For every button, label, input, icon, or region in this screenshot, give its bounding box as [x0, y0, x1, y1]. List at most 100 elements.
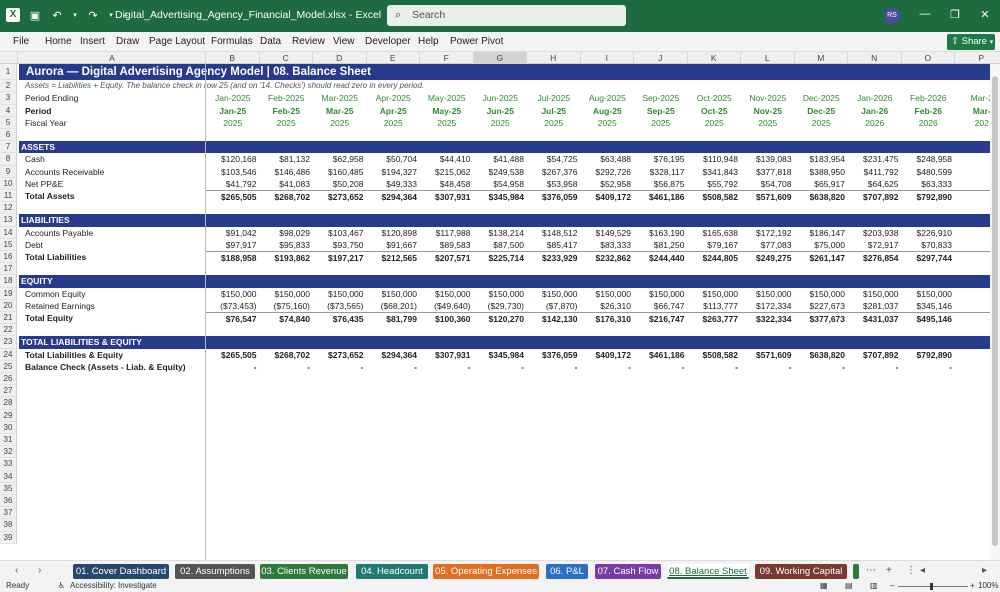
row-header-22[interactable]: 22	[0, 324, 17, 337]
sheet-tab-7[interactable]: 07. Cash Flow	[595, 564, 661, 579]
value-ap[interactable]: $91,042	[225, 227, 257, 238]
value-common-equity[interactable]: $150,000	[595, 288, 631, 299]
value-debt[interactable]: $91,667	[386, 239, 417, 250]
value-ap[interactable]: $120,898	[381, 227, 417, 238]
value-common-equity[interactable]: $150,000	[381, 288, 417, 299]
value-total-equity[interactable]: $142,130	[527, 312, 581, 324]
row-header-33[interactable]: 33	[0, 458, 17, 471]
value-common-equity[interactable]: $150,000	[809, 288, 845, 299]
section-header-total-le[interactable]: TOTAL LIABILITIES & EQUITY	[19, 336, 990, 349]
value-ar[interactable]: $480,599	[916, 166, 952, 177]
period-ending-cell[interactable]: Oct-2025	[696, 93, 732, 104]
value-ppe[interactable]: $65,917	[814, 178, 845, 189]
period-cell[interactable]: Mar-	[972, 105, 991, 116]
value-common-equity[interactable]: $150,000	[916, 288, 952, 299]
label-ar[interactable]: Accounts Receivable	[25, 166, 105, 177]
period-cell[interactable]: Jan-25	[219, 105, 247, 116]
value-ppe[interactable]: $49,333	[386, 178, 417, 189]
value-total-equity[interactable]: $81,799	[366, 312, 420, 324]
period-cell[interactable]: Jul-25	[541, 105, 567, 116]
section-header-liabilities[interactable]: LIABILITIES	[19, 214, 990, 227]
redo-icon[interactable]: ↷	[88, 9, 98, 22]
value-ap[interactable]: $165,638	[702, 227, 738, 238]
value-total-le[interactable]: $792,890	[916, 349, 952, 360]
row-header-12[interactable]: 12	[0, 202, 17, 215]
value-total-liabilities[interactable]: $249,275	[741, 251, 795, 263]
row-header-30[interactable]: 30	[0, 421, 17, 434]
avatar[interactable]: RS	[884, 8, 900, 24]
column-header-o[interactable]: O	[902, 52, 955, 64]
value-debt[interactable]: $87,500	[493, 239, 524, 250]
value-ar[interactable]: $388,950	[809, 166, 845, 177]
value-total-equity[interactable]: $100,360	[420, 312, 474, 324]
value-total-le[interactable]: $409,172	[595, 349, 631, 360]
save-icon[interactable]: ▣	[29, 9, 41, 22]
sheet-tab-5[interactable]: 05. Operating Expenses	[433, 564, 539, 579]
column-header-g[interactable]: G	[473, 52, 527, 64]
value-ap[interactable]: $103,467	[328, 227, 364, 238]
zoom-in-icon[interactable]: +	[970, 581, 975, 590]
label-common-equity[interactable]: Common Equity	[25, 288, 86, 299]
value-retained[interactable]: ($7,870)	[545, 300, 578, 311]
row-header-31[interactable]: 31	[0, 434, 17, 447]
fiscal-year-cell[interactable]: 2025	[437, 117, 457, 128]
sheet-tab-3[interactable]: 03. Clients Revenue	[260, 564, 348, 579]
value-ppe[interactable]: $52,958	[600, 178, 631, 189]
value-retained[interactable]: $113,777	[703, 300, 738, 311]
period-ending-cell[interactable]: Apr-2025	[375, 93, 411, 104]
value-retained[interactable]: ($73,565)	[327, 300, 364, 311]
value-ppe[interactable]: $54,958	[493, 178, 524, 189]
value-cash[interactable]: $50,704	[386, 154, 417, 165]
fiscal-year-cell[interactable]: 2025	[276, 117, 296, 128]
value-total-assets[interactable]: $409,172	[580, 190, 634, 202]
fiscal-year-cell[interactable]: 2026	[918, 117, 938, 128]
period-ending-cell[interactable]: Feb-2025	[268, 93, 305, 104]
value-retained[interactable]: $227,673	[809, 300, 845, 311]
section-header-assets[interactable]: ASSETS	[19, 141, 990, 154]
fiscal-year-cell[interactable]: 2026	[865, 117, 885, 128]
value-common-equity[interactable]: $150,000	[756, 288, 792, 299]
fiscal-year-label[interactable]: Fiscal Year	[25, 117, 67, 128]
value-ppe[interactable]: $54,708	[760, 178, 792, 189]
period-cell[interactable]: Feb-26	[914, 105, 942, 116]
row-header-39[interactable]: 39	[0, 531, 17, 544]
customize-toolbar-icon[interactable]: ⩡	[123, 10, 129, 19]
menu-view[interactable]: View	[333, 36, 355, 47]
value-total-equity[interactable]: $495,146	[901, 312, 955, 324]
value-total-equity[interactable]: $74,840	[259, 312, 313, 324]
value-cash[interactable]: $44,410	[439, 154, 471, 165]
period-cell[interactable]: Apr-25	[379, 105, 407, 116]
value-ap[interactable]: $98,029	[279, 227, 310, 238]
value-check[interactable]: -	[574, 361, 578, 372]
value-total-assets[interactable]: $265,505	[206, 190, 260, 202]
sheet-title[interactable]: Aurora — Digital Advertising Agency Mode…	[19, 64, 990, 80]
hscroll-left-icon[interactable]: ◂	[920, 565, 926, 576]
value-total-assets[interactable]: $508,582	[687, 190, 741, 202]
value-total-liabilities[interactable]: $297,744	[901, 251, 955, 263]
value-retained[interactable]: $66,747	[653, 300, 685, 311]
value-check[interactable]: -	[307, 361, 310, 372]
period-ending-label[interactable]: Period Ending	[25, 93, 79, 104]
column-header-a[interactable]: A	[19, 52, 206, 64]
value-debt[interactable]: $83,333	[600, 239, 631, 250]
menu-page-layout[interactable]: Page Layout	[149, 36, 206, 47]
tab-scroll-right-icon[interactable]: ›	[38, 565, 42, 576]
section-header-equity[interactable]: EQUITY	[19, 275, 990, 288]
value-ap[interactable]: $163,190	[649, 227, 685, 238]
fiscal-year-cell[interactable]: 2025	[651, 117, 671, 128]
label-retained[interactable]: Retained Earnings	[25, 300, 95, 311]
row-header-35[interactable]: 35	[0, 482, 17, 495]
row-header-4[interactable]: 4	[0, 104, 17, 117]
add-sheet-icon[interactable]: +	[886, 565, 892, 576]
value-total-equity[interactable]: $263,777	[687, 312, 741, 324]
value-ppe[interactable]: $41,083	[279, 178, 310, 189]
value-debt[interactable]: $77,083	[760, 239, 792, 250]
value-cash[interactable]: $139,083	[756, 154, 792, 165]
value-cash[interactable]: $76,195	[653, 154, 685, 165]
fiscal-year-cell[interactable]: 2025	[383, 117, 403, 128]
sheet-options-icon[interactable]: ⋮	[906, 565, 916, 576]
search-box[interactable]: ⌕ Search	[387, 5, 626, 26]
value-ap[interactable]: $203,938	[863, 227, 899, 238]
sheet-tab-6[interactable]: 06. P&L	[546, 564, 588, 579]
value-check[interactable]: -	[842, 361, 845, 372]
